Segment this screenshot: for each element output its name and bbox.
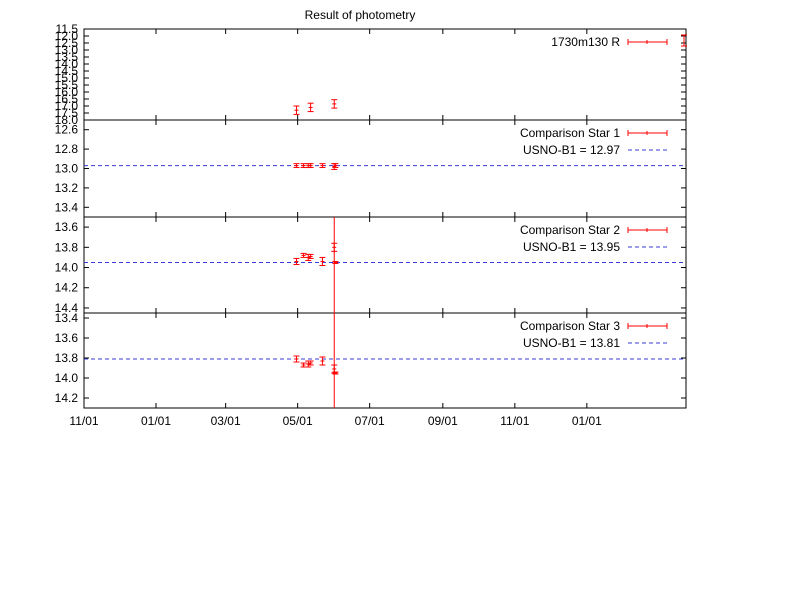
panel-comp3: 13.4 13.6 13.8 14.0 14.2 Comparison Star 3 USN… (55, 311, 687, 409)
legend-label: USNO-B1 = 12.97 (523, 143, 620, 157)
data-point (332, 163, 339, 169)
x-tick-label: 11/01 (69, 414, 98, 428)
y-tick-label: 13.4 (55, 200, 79, 214)
y-tick-label: 14.2 (55, 281, 79, 295)
data-point (307, 163, 314, 169)
data-point (293, 355, 300, 363)
legend-errorbar-sample (627, 323, 668, 329)
y-tick-label: 13.0 (55, 162, 79, 176)
legend-label: USNO-B1 = 13.95 (523, 240, 620, 254)
x-tick-label: 05/01 (283, 414, 313, 428)
legend-errorbar-sample (627, 130, 668, 136)
data-point (300, 252, 307, 258)
y-tick-label: 14.5 (55, 64, 79, 78)
x-tick-label: 11/01 (500, 414, 529, 428)
y-tick-label: 13.2 (55, 181, 79, 195)
data-point (307, 253, 314, 259)
y-tick-label: 12.6 (55, 123, 79, 137)
y-tick-label: 12.5 (55, 36, 79, 50)
y-tick-label: 14.0 (55, 57, 79, 71)
data-point (319, 356, 326, 366)
data-point (307, 102, 314, 113)
x-tick-label: 01/01 (141, 414, 171, 428)
chart-title: Result of photometry (305, 8, 416, 22)
y-tick-label: 17.0 (55, 99, 79, 113)
y-tick-label: 13.6 (55, 331, 79, 345)
data-point (319, 256, 326, 267)
x-tick-label: 03/01 (211, 414, 241, 428)
panel-frame (83, 312, 687, 409)
y-tick-label: 18.0 (55, 113, 79, 127)
y-tick-label: 12.0 (55, 29, 79, 43)
y-tick-label: 11.5 (56, 22, 79, 36)
edge-data-point (681, 34, 687, 47)
y-tick-label: 14.0 (55, 261, 79, 275)
data-point (331, 99, 338, 109)
y-tick-label: 16.5 (55, 92, 79, 106)
y-tick-label: 13.6 (55, 220, 79, 234)
data-point (300, 362, 307, 368)
x-tick-label: 09/01 (428, 414, 458, 428)
y-tick-label: 14.0 (55, 371, 79, 385)
y-tick-label: 13.4 (55, 311, 79, 325)
panel-target: 11.512.012.513.013.514.014.515.015.516.0… (55, 22, 687, 127)
data-point (293, 105, 300, 115)
y-tick-label: 13.5 (55, 50, 79, 64)
legend-label: Comparison Star 1 (520, 126, 620, 140)
y-tick-label: 15.0 (55, 71, 79, 85)
y-tick-label: 14.4 (55, 301, 79, 315)
x-tick-label: 01/01 (572, 414, 602, 428)
y-tick-label: 13.0 (55, 43, 79, 57)
data-point (319, 163, 326, 169)
y-tick-label: 13.8 (55, 351, 79, 365)
y-tick-label: 14.2 (55, 391, 79, 405)
y-tick-label: 15.5 (55, 78, 79, 92)
data-point (331, 163, 338, 170)
y-tick-label: 12.8 (55, 142, 79, 156)
legend-label: USNO-B1 = 13.81 (523, 336, 620, 350)
y-tick-label: 13.8 (55, 240, 79, 254)
panel-comp1: 12.6 12.8 13.0 13.2 13.4 Comparison Star 1 USN… (55, 119, 687, 218)
y-tick-label: 16.0 (55, 85, 79, 99)
x-tick-label: 07/01 (355, 414, 385, 428)
y-tick-label: 17.5 (55, 106, 79, 120)
data-point (307, 360, 314, 366)
legend-label: Comparison Star 2 (520, 223, 620, 237)
data-point (293, 257, 300, 265)
legend-errorbar-sample (627, 39, 668, 45)
panel-comp2: 13.6 13.8 14.0 14.2 14.4 Comparison Star 2 USN… (55, 216, 687, 315)
legend-label: Comparison Star 3 (520, 319, 620, 333)
legend-label: 1730m130 R (551, 35, 620, 49)
legend-errorbar-sample (627, 227, 668, 233)
data-point (293, 163, 300, 169)
